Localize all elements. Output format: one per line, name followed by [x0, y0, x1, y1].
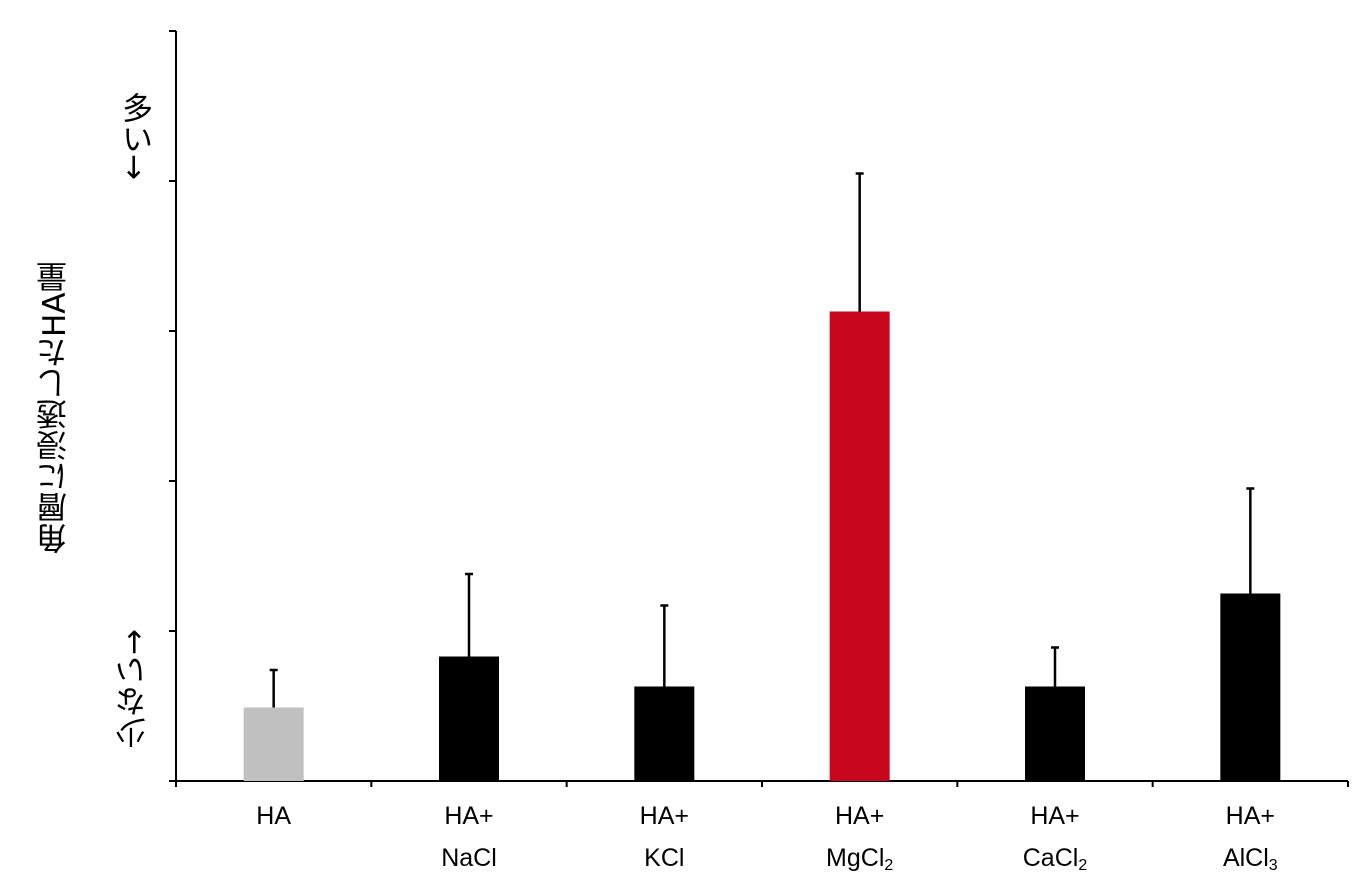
y-high-label: 多い→: [116, 92, 152, 180]
bar: [634, 686, 695, 781]
x-tick-label-line1: HA: [256, 802, 292, 830]
x-tick-label-line2: MgCl2: [826, 844, 894, 874]
y-low-label: 少ない→: [116, 629, 152, 748]
x-tick-label-subscript: 2: [1078, 857, 1088, 874]
bar: [1220, 593, 1281, 781]
bar: [243, 707, 304, 781]
x-tick-label: HA+ CaCl2: [975, 795, 1135, 879]
bar: [829, 311, 890, 781]
x-tick-label-subscript: 3: [1268, 857, 1278, 874]
x-tick-label: HA+ KCl: [584, 795, 744, 879]
x-tick-label: HA: [194, 795, 354, 837]
x-tick-label-line2: AlCl3: [1222, 844, 1278, 874]
bar: [1025, 686, 1085, 781]
x-tick-label-line1: HA+: [1225, 802, 1275, 830]
x-tick-label-line1: HA+: [444, 802, 494, 830]
x-tick-label: HA+ AlCl3: [1170, 795, 1330, 879]
x-tick-label-line1: HA+: [1030, 802, 1080, 830]
x-tick-label-line1: HA+: [639, 802, 689, 830]
x-tick-label: HA+ MgCl2: [780, 795, 940, 879]
x-tick-label-line2: KCl: [644, 844, 685, 872]
bar: [439, 656, 499, 781]
x-tick-label-line1: HA+: [834, 802, 885, 830]
x-tick-label-subscript: 2: [884, 857, 894, 874]
x-tick-label: HA+ NaCl: [389, 795, 549, 879]
y-axis-label: 角層に浸透したHA量: [37, 261, 73, 554]
x-tick-label-line2: NaCl: [441, 844, 497, 872]
x-tick-label-line2: CaCl2: [1022, 844, 1088, 874]
